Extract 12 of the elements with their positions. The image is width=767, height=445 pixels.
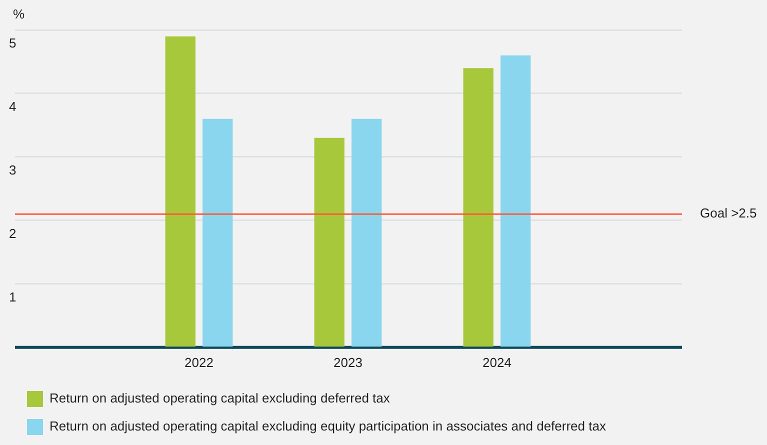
y-tick-label: 1: [9, 290, 16, 304]
y-tick-label: 3: [9, 162, 16, 178]
y-axis-title: %: [13, 6, 25, 22]
ref-line-label: Goal >2.5: [700, 206, 757, 221]
x-tick-label: 2024: [482, 354, 512, 370]
legend-label: Return on adjusted operating capital excluding equity participation in associates and deferred tax: [50, 418, 606, 434]
y-tick-label: 2: [9, 226, 16, 242]
x-tick-label: 2023: [334, 354, 362, 370]
y-tick-label: 5: [9, 36, 16, 51]
legend-label: Return on adjusted operating capital excluding deferred tax: [50, 390, 390, 406]
y-tick-label: 4: [9, 99, 16, 114]
x-tick-label: 2022: [184, 354, 214, 370]
